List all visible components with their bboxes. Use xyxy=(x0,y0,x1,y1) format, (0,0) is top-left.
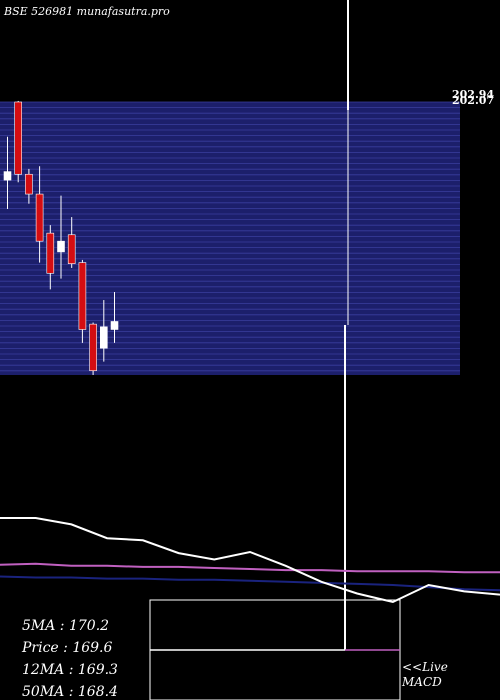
ma-line-magenta xyxy=(0,562,500,574)
candles xyxy=(3,100,119,375)
candle-body xyxy=(46,232,55,274)
candle-body xyxy=(67,234,76,264)
price-band xyxy=(0,101,460,375)
price-label-second: 202.07 xyxy=(452,94,494,107)
stat-5ma: 5MA : 170.2 xyxy=(22,618,109,634)
stat-12ma: 12MA : 169.3 xyxy=(22,662,118,678)
candle-body xyxy=(110,321,119,330)
candle-body xyxy=(57,240,65,253)
ma-line-navy xyxy=(0,575,500,592)
price-band-fill xyxy=(0,102,460,375)
candle-body xyxy=(14,101,22,175)
macd-live-label: <<Live xyxy=(402,660,448,674)
candle-body xyxy=(78,262,87,330)
candle-body xyxy=(89,323,97,372)
macd-title-label: MACD xyxy=(401,675,442,689)
candle-body xyxy=(25,173,33,195)
ma-line-white xyxy=(0,517,500,604)
price-label-high: 202.94 xyxy=(452,88,494,101)
stats-block: 5MA : 170.2 Price : 169.6 12MA : 169.3 5… xyxy=(21,618,118,700)
stat-50ma: 50MA : 168.4 xyxy=(22,684,118,700)
stat-price: Price : 169.6 xyxy=(21,640,113,656)
chart-title: BSE 526981 munafasutra.pro xyxy=(3,5,170,18)
moving-average-lines xyxy=(0,517,500,604)
candle-body xyxy=(3,171,12,181)
candle-body xyxy=(100,326,108,349)
candle-body xyxy=(35,193,44,242)
